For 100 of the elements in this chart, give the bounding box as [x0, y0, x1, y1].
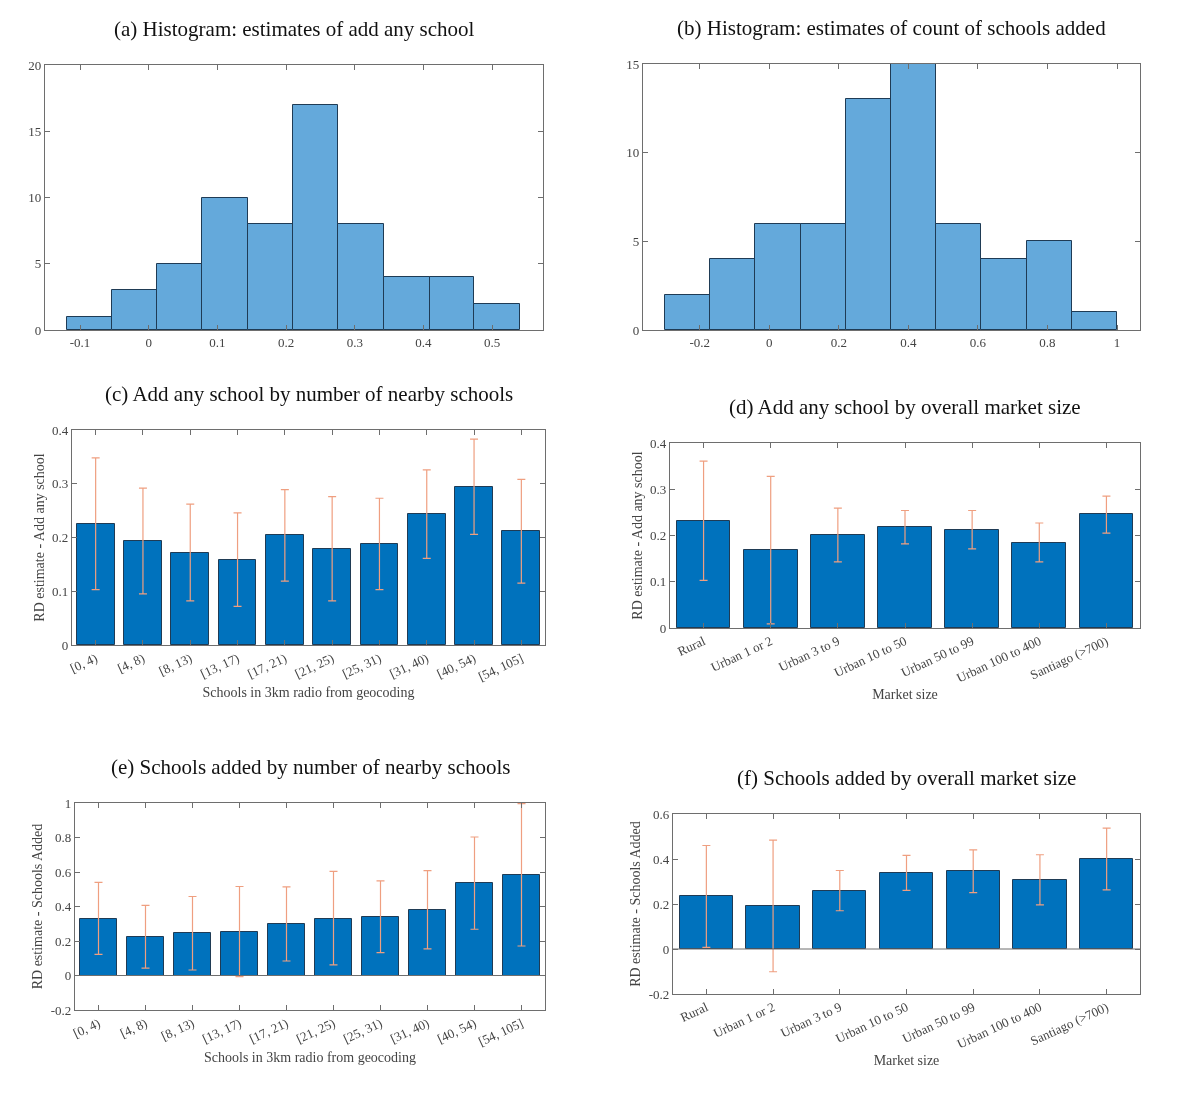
chart-title: (a) Histogram: estimates of add any school — [114, 17, 475, 41]
x-tick-label: 0 — [766, 334, 773, 350]
y-axis-title: RD estimate - Schools Added — [628, 821, 644, 987]
bar — [812, 890, 866, 949]
bar — [126, 936, 164, 976]
x-tick-label: [21, 25) — [293, 1015, 338, 1047]
x-tick-label: [13, 17) — [199, 1015, 244, 1047]
bar — [676, 520, 730, 628]
x-tick-label: 0.5 — [484, 334, 501, 350]
y-tick-label: 0.2 — [55, 933, 72, 949]
bar — [265, 534, 304, 645]
x-tick-label: 0.2 — [277, 334, 295, 350]
y-tick-label: 0.4 — [55, 899, 72, 915]
y-tick-label: 0.2 — [653, 896, 670, 912]
y-tick-label: 0.6 — [653, 806, 670, 822]
bar — [879, 872, 933, 949]
x-tick-label: [13, 17) — [197, 650, 242, 682]
chart-title: (b) Histogram: estimates of count of schools added — [677, 16, 1107, 40]
x-tick-label: Urban 1 or 2 — [710, 999, 778, 1041]
chart-title: (c) Add any school by number of nearby schools — [105, 382, 514, 406]
x-tick-label: 0.3 — [346, 334, 363, 350]
y-axis-title: RD estimate - Add any school — [629, 451, 645, 620]
x-tick-label: [21, 25) — [292, 650, 337, 682]
bar — [944, 529, 999, 628]
y-tick-label: 20 — [28, 57, 42, 73]
y-tick-label: 15 — [28, 123, 42, 139]
y-tick-label: 0 — [659, 620, 667, 636]
x-tick-label: 0.2 — [830, 334, 847, 350]
y-axis-title: RD estimate - Schools Added — [30, 823, 46, 990]
x-tick-label: [25, 31) — [339, 650, 384, 682]
bar — [218, 559, 256, 645]
bar — [1079, 513, 1133, 628]
y-tick-label: 0.4 — [653, 851, 670, 867]
bar — [745, 905, 800, 949]
y-tick-label: 15 — [626, 56, 640, 72]
x-tick-label: 0 — [145, 334, 152, 350]
x-tick-label: Urban 1 or 2 — [708, 633, 775, 675]
bar — [361, 916, 399, 976]
y-tick-label: 0 — [632, 322, 640, 338]
x-tick-label: 0.6 — [969, 334, 987, 350]
y-tick-label: 0 — [64, 968, 72, 984]
bar — [501, 530, 540, 645]
bar — [173, 932, 211, 976]
x-tick-label: [25, 31) — [340, 1015, 385, 1047]
y-tick-label: 0.1 — [650, 574, 667, 590]
x-tick-label: [4, 8) — [117, 1015, 150, 1041]
x-tick-label: [31, 40) — [387, 1015, 432, 1047]
bar — [810, 534, 865, 628]
bar — [170, 552, 209, 645]
bar — [76, 523, 115, 645]
x-tick-label: 0.1 — [209, 334, 226, 350]
x-tick-label: [17, 21) — [245, 650, 289, 682]
y-tick-label: 0.8 — [55, 830, 72, 846]
x-tick-label: [0, 4) — [67, 650, 100, 676]
x-tick-label: 0.4 — [415, 334, 433, 350]
bar — [1012, 879, 1067, 949]
bar — [1011, 542, 1066, 628]
y-tick-label: 0.2 — [52, 530, 69, 546]
bar — [408, 909, 446, 976]
x-tick-label: Rural — [675, 633, 708, 660]
bar — [946, 870, 1000, 949]
x-tick-label: 1 — [1113, 334, 1121, 350]
x-tick-label: 0.4 — [900, 334, 917, 350]
x-tick-label: 0.8 — [1039, 334, 1056, 350]
bar — [220, 931, 258, 976]
x-tick-label: [4, 8) — [115, 650, 147, 676]
x-tick-label: -0.1 — [69, 334, 91, 350]
bar — [314, 918, 352, 976]
x-tick-label: -0.2 — [689, 334, 710, 350]
bar — [877, 526, 932, 628]
y-tick-label: 0.4 — [52, 422, 69, 438]
x-tick-label: [8, 13) — [158, 1015, 197, 1044]
x-tick-label: [17, 21) — [246, 1015, 291, 1047]
y-tick-label: 10 — [28, 190, 42, 206]
y-axis-title: RD estimate - Add any school — [31, 453, 47, 622]
x-tick-label: [0, 4) — [70, 1015, 103, 1041]
y-tick-label: 0.3 — [52, 476, 69, 492]
x-tick-label: [31, 40) — [387, 650, 431, 682]
y-tick-label: 5 — [632, 233, 640, 249]
bar — [79, 918, 117, 976]
y-tick-label: 0 — [34, 322, 42, 338]
x-tick-label: [8, 13) — [156, 650, 195, 679]
chart-title: (e) Schools added by number of nearby schools — [111, 755, 511, 779]
y-tick-label: 0.3 — [650, 481, 667, 497]
bar — [407, 513, 446, 645]
bar — [312, 548, 351, 645]
bar — [502, 874, 540, 976]
x-axis-title: Market size — [873, 1052, 940, 1068]
x-axis-title: Schools in 3km radio from geocoding — [202, 685, 415, 701]
bar — [743, 549, 798, 628]
bar — [455, 882, 493, 976]
y-tick-label: 0 — [662, 941, 670, 957]
chart-title: (d) Add any school by overall market size — [729, 395, 1081, 419]
x-axis-title: Market size — [872, 686, 938, 702]
x-tick-label: Rural — [677, 999, 711, 1026]
bar — [679, 895, 733, 949]
y-tick-label: 0.4 — [650, 435, 667, 451]
x-axis-title: Schools in 3km radio from geocoding — [204, 1050, 416, 1066]
y-tick-label: 1 — [64, 795, 72, 811]
y-tick-label: -0.2 — [648, 986, 670, 1002]
